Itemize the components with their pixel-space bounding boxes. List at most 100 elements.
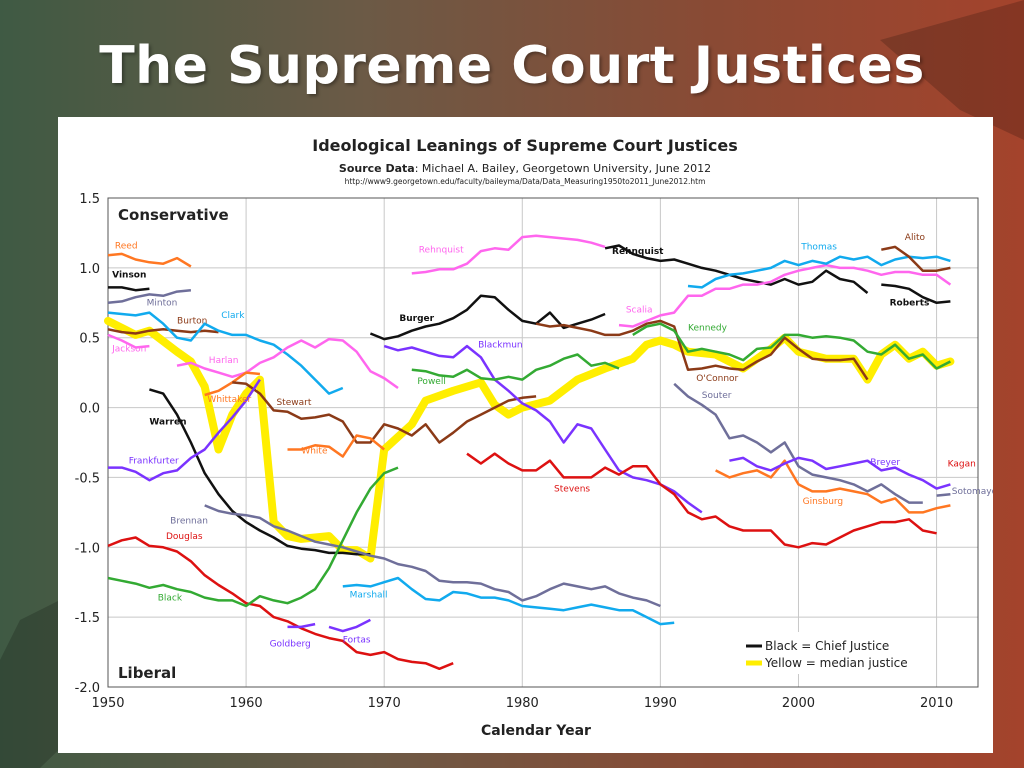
region-label-liberal: Liberal [118,664,176,682]
series-layer [107,234,952,671]
series-label-roberts: Roberts [890,299,930,309]
series-line-ginsburg [715,459,951,514]
series-line-alito [881,245,951,272]
series-label-goldberg: Goldberg [270,639,311,649]
series-line-warren [149,388,371,556]
series-line-jackson [107,333,150,349]
x-tick-label: 2000 [782,696,815,711]
y-tick-label: -2.0 [75,681,100,696]
series-line-blackmun [383,344,703,514]
series-line-rehnquist-chief [604,244,869,294]
series-label-frankfurter: Frankfurter [129,456,179,466]
chart-source-label: Source Data [339,162,415,175]
series-line-goldberg [287,622,316,629]
y-tick-label: -1.0 [75,541,100,556]
series-line-thomas [687,255,951,289]
series-label-douglas: Douglas [166,532,203,542]
series-line-black [107,466,399,608]
series-label-vinson: Vinson [112,271,146,281]
series-line-powell [411,353,620,381]
series-label-ginsburg: Ginsburg [803,497,844,507]
series-label-minton: Minton [147,299,178,309]
series-label-stevens: Stevens [554,484,590,494]
x-tick-label: 1990 [644,696,677,711]
gridlines [107,197,978,688]
legend-box [738,632,928,674]
series-line-marshall [342,576,675,626]
series-line-stevens [466,452,937,549]
series-label-warren: Warren [149,417,186,427]
series-label-kennedy: Kennedy [688,324,728,334]
series-label-rehnquist-chief: Rehnquist [612,247,664,257]
series-line-harlan [176,337,399,390]
series-label-jackson: Jackson [111,345,146,355]
series-line-roberts [881,283,951,305]
y-tick-label: -0.5 [75,471,100,486]
series-label-white: White [301,447,328,457]
series-label-sotomayor: Sotomayor [952,487,993,497]
series-line-breyer [729,456,951,490]
y-tick-label: 0.0 [79,402,100,417]
series-line-burger [369,294,606,341]
series-label-powell: Powell [417,377,446,387]
legend: Black = Chief Justice Yellow = median ju… [738,632,928,674]
series-labels-layer: Reed Vinson Minton Burton Clark Jackson Harlan… [111,233,993,650]
series-label-harlan: Harlan [209,356,239,366]
plot-frame [107,197,979,688]
chart-panel: Ideological Leanings of Supreme Court Ju… [58,117,993,753]
series-label-rehnquist: Rehnquist [419,245,464,255]
series-label-reed: Reed [115,241,138,251]
series-line-minton [107,288,192,305]
series-line-brennan [204,504,661,608]
median-series-layer [104,316,955,563]
median-justice-line [104,316,955,563]
series-label-burger: Burger [399,314,434,324]
series-line-souter [673,382,923,504]
series-line-clark [107,311,344,395]
x-tick-label: 2010 [920,696,953,711]
slide-title: The Supreme Court Justices [99,36,925,96]
series-label-kagan: Kagan [948,459,976,469]
series-line-sotomayor [936,492,951,497]
chart-source-text: : Michael A. Bailey, Georgetown Universi… [415,162,711,175]
y-tick-label: 1.5 [79,192,100,207]
x-tick-label: 1980 [506,696,539,711]
chart-source-url: http://www9.georgetown.edu/faculty/baile… [345,177,706,186]
x-tick-label: 1960 [230,696,263,711]
series-label-breyer: Breyer [870,458,900,468]
series-line-vinson [108,286,150,292]
series-line-fortas [328,618,371,633]
series-line-rehnquist [411,234,606,275]
x-tick-label: 1950 [91,696,124,711]
y-tick-label: 0.5 [79,332,100,347]
series-line-scalia [618,263,952,328]
series-line-white [287,434,385,458]
series-label-whittaker: Whittaker [207,395,251,405]
y-tick-label: 1.0 [79,262,100,277]
series-label-black: Black [158,593,183,603]
series-line-reed [107,252,192,268]
series-label-marshall: Marshall [350,591,388,601]
series-label-thomas: Thomas [800,243,837,253]
series-label-blackmun: Blackmun [478,340,523,350]
legend-label-yellow: Yellow = median justice [764,656,908,670]
series-label-alito: Alito [905,233,926,243]
region-label-conservative: Conservative [118,206,229,224]
series-line-kennedy [632,322,951,370]
series-label-fortas: Fortas [343,635,371,645]
series-label-stewart: Stewart [276,398,311,408]
y-tick-label: -1.5 [75,611,100,626]
line-chart: Ideological Leanings of Supreme Court Ju… [75,136,993,739]
legend-label-black: Black = Chief Justice [765,639,889,653]
series-label-burton: Burton [177,317,207,327]
chart-title: Ideological Leanings of Supreme Court Ju… [312,136,737,155]
x-axis-label: Calendar Year [481,723,591,739]
x-tick-label: 1970 [368,696,401,711]
chart-source-line: Source Data: Michael A. Bailey, Georgeto… [339,162,711,175]
series-line-stewart [232,381,537,444]
series-label-souter: Souter [702,391,732,401]
series-line-douglas [107,536,454,671]
series-line-o-connor [535,319,869,381]
series-label-clark: Clark [221,311,245,321]
